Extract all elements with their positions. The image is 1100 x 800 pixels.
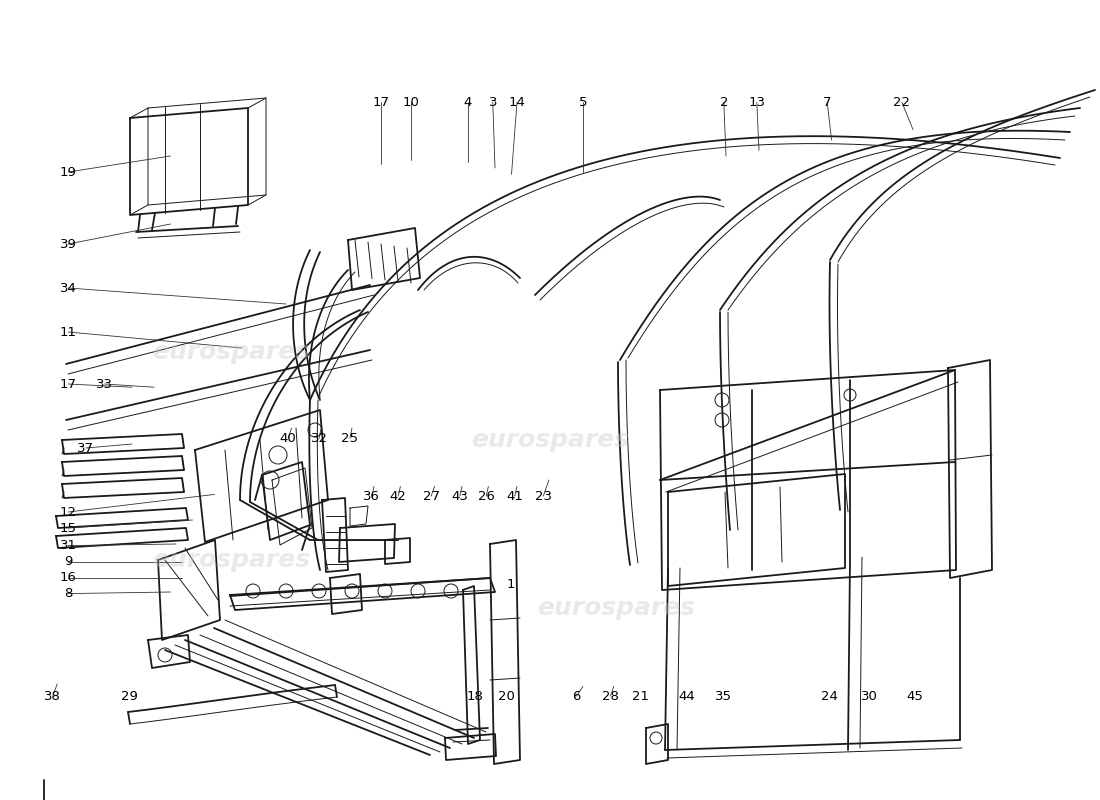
Text: 19: 19 (59, 166, 77, 178)
Text: 6: 6 (572, 690, 581, 702)
Text: eurospares: eurospares (471, 428, 629, 452)
Text: 37: 37 (77, 442, 95, 454)
Text: 9: 9 (64, 555, 73, 568)
Text: 40: 40 (279, 432, 297, 445)
Text: 7: 7 (823, 96, 832, 109)
Text: 15: 15 (59, 522, 77, 534)
Text: 4: 4 (463, 96, 472, 109)
Text: 14: 14 (508, 96, 526, 109)
Text: 3: 3 (488, 96, 497, 109)
Text: 36: 36 (363, 490, 381, 502)
Text: eurospares: eurospares (152, 548, 310, 572)
Text: 17: 17 (59, 378, 77, 390)
Text: 32: 32 (310, 432, 328, 445)
Text: 35: 35 (715, 690, 733, 702)
Text: eurospares: eurospares (537, 596, 695, 620)
Text: 25: 25 (341, 432, 359, 445)
Text: 13: 13 (748, 96, 766, 109)
Text: 1: 1 (506, 578, 515, 590)
Text: 43: 43 (451, 490, 469, 502)
Text: 28: 28 (602, 690, 619, 702)
Text: 39: 39 (59, 238, 77, 250)
Text: 2: 2 (719, 96, 728, 109)
Text: 27: 27 (422, 490, 440, 502)
Text: 30: 30 (860, 690, 878, 702)
Text: 22: 22 (893, 96, 911, 109)
Text: 34: 34 (59, 282, 77, 294)
Text: 10: 10 (403, 96, 420, 109)
Text: 41: 41 (506, 490, 524, 502)
Text: 5: 5 (579, 96, 587, 109)
Text: 45: 45 (906, 690, 924, 702)
Text: 29: 29 (121, 690, 139, 702)
Text: 23: 23 (535, 490, 552, 502)
Text: 18: 18 (466, 690, 484, 702)
Text: 26: 26 (477, 490, 495, 502)
Text: 38: 38 (44, 690, 62, 702)
Text: 21: 21 (631, 690, 649, 702)
Text: 20: 20 (497, 690, 515, 702)
Text: 42: 42 (389, 490, 407, 502)
Text: 24: 24 (821, 690, 838, 702)
Text: 31: 31 (59, 539, 77, 552)
Text: eurospares: eurospares (152, 340, 310, 364)
Text: 11: 11 (59, 326, 77, 338)
Text: 16: 16 (59, 571, 77, 584)
Text: 33: 33 (96, 378, 113, 390)
Text: 12: 12 (59, 506, 77, 518)
Text: 44: 44 (678, 690, 695, 702)
Text: 17: 17 (372, 96, 389, 109)
Text: 8: 8 (64, 587, 73, 600)
